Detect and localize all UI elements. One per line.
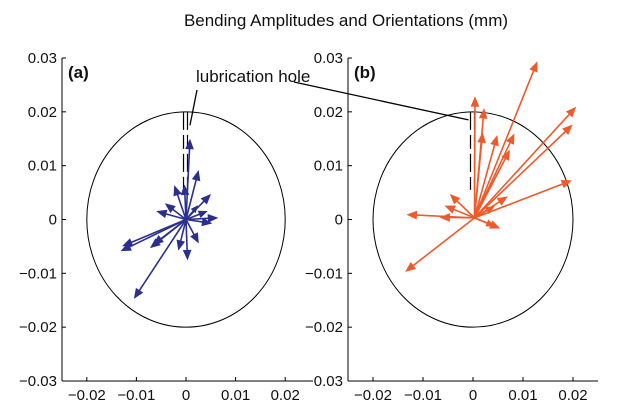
vector-arrowhead <box>156 209 168 219</box>
vector-group <box>120 138 219 299</box>
vector-shaft <box>185 218 203 223</box>
vector-shaft <box>473 113 571 219</box>
panel-label: (a) <box>68 63 89 82</box>
y-tick-label: 0.03 <box>314 50 343 67</box>
vector-arrowhead <box>164 203 176 214</box>
vector-group <box>405 61 577 272</box>
vector-arrowhead <box>197 210 208 219</box>
vector-shaft <box>473 142 483 218</box>
vector-arrowhead <box>490 135 499 147</box>
x-tick-label: −0.02 <box>68 387 106 404</box>
vector-arrowhead <box>439 213 450 222</box>
y-tick-label: 0.01 <box>314 158 343 175</box>
x-tick-label: −0.01 <box>117 387 155 404</box>
vector-arrowhead <box>190 205 199 214</box>
x-tick-label: 0.02 <box>558 387 587 404</box>
y-tick-label: −0.02 <box>305 319 343 336</box>
vector-arrowhead <box>560 180 572 189</box>
y-tick-label: 0.02 <box>28 104 57 121</box>
vector-shaft <box>416 214 475 219</box>
y-tick-label: 0.02 <box>314 104 343 121</box>
vector-arrowhead <box>120 242 132 252</box>
vector-shaft <box>185 148 191 220</box>
figure-title: Bending Amplitudes and Orientations (mm) <box>184 11 508 30</box>
vector-arrowhead <box>478 108 488 119</box>
panel-label: (b) <box>354 63 376 82</box>
vector-shaft <box>172 208 187 221</box>
y-tick-label: −0.03 <box>305 373 343 390</box>
lubrication-hole-label: lubrication hole <box>196 67 310 86</box>
y-tick-label: 0 <box>335 212 343 229</box>
vector-shaft <box>129 218 187 248</box>
y-tick-label: 0 <box>49 212 57 229</box>
vector-arrowhead <box>562 124 573 135</box>
panel-b: 0.03 0.02 0.01 0 −0.01 −0.02 −0.03 −0.02 −0.01 0 0… <box>305 50 598 404</box>
annotation-layer: lubrication hole <box>189 67 469 126</box>
vector-arrowhead <box>565 106 577 118</box>
vector-arrowhead <box>406 210 418 220</box>
vector-arrowhead <box>190 232 199 244</box>
y-tick-label: 0.03 <box>28 50 57 67</box>
vector-shaft <box>456 200 476 219</box>
vector-arrowhead <box>501 149 510 161</box>
vector-arrowhead <box>529 61 538 73</box>
y-tick-label: −0.02 <box>19 319 57 336</box>
vector-shaft <box>453 208 475 219</box>
vector-arrowhead <box>149 238 161 249</box>
vector-shaft <box>474 217 492 226</box>
vector-shaft <box>165 213 187 221</box>
vector-arrowhead <box>191 170 201 182</box>
vector-shaft <box>473 70 535 219</box>
vector-shaft <box>185 210 195 221</box>
x-tick-label: 0 <box>469 387 477 404</box>
vector-shaft <box>474 209 488 219</box>
vector-arrowhead <box>470 96 480 107</box>
x-tick-label: 0 <box>182 387 190 404</box>
vector-arrowhead <box>133 287 144 299</box>
vector-shaft <box>473 144 496 219</box>
y-tick-label: −0.03 <box>19 373 57 390</box>
vector-arrowhead <box>173 185 182 197</box>
x-tick-label: 0.02 <box>271 387 300 404</box>
x-tick-label: −0.02 <box>354 387 392 404</box>
vector-arrowhead <box>207 213 219 223</box>
panel-a: 0.03 0.02 0.01 0 −0.01 −0.02 −0.03 −0.02 −0.01 0 0… <box>19 50 310 404</box>
vector-shaft <box>185 219 188 251</box>
vector-arrowhead <box>201 217 213 227</box>
vector-arrowhead <box>200 193 212 205</box>
vector-arrowhead <box>176 239 186 251</box>
vector-shaft <box>473 130 567 219</box>
vector-shaft <box>179 219 187 242</box>
y-tick-label: −0.01 <box>305 265 343 282</box>
vector-arrowhead <box>182 249 192 261</box>
vector-shaft <box>185 179 197 220</box>
vector-shaft <box>412 217 475 267</box>
vector-arrowhead <box>496 196 508 206</box>
vector-arrowhead <box>405 261 417 272</box>
vector-arrowhead <box>477 132 486 144</box>
vector-arrowhead <box>506 133 515 145</box>
annotation-leader-b <box>293 81 469 121</box>
y-tick-label: −0.01 <box>19 265 57 282</box>
x-tick-label: 0.01 <box>221 387 250 404</box>
vector-shaft <box>473 158 507 219</box>
vector-arrowhead <box>489 220 501 229</box>
rotor-circle <box>86 111 286 328</box>
rotor-circle <box>372 111 574 328</box>
vector-shaft <box>184 194 187 220</box>
vector-arrowhead <box>185 138 194 150</box>
vector-shaft <box>185 219 195 236</box>
vector-arrowhead <box>444 205 456 214</box>
vector-shaft <box>138 219 187 292</box>
vector-shaft <box>176 194 187 220</box>
vector-arrowhead <box>449 194 461 205</box>
vector-shaft <box>157 218 187 243</box>
vector-arrowhead <box>484 206 495 215</box>
y-tick-label: 0.01 <box>28 158 57 175</box>
x-tick-label: 0.01 <box>508 387 537 404</box>
x-tick-label: −0.01 <box>404 387 442 404</box>
vector-arrowhead <box>180 184 190 196</box>
annotation-leader-a <box>189 89 198 126</box>
